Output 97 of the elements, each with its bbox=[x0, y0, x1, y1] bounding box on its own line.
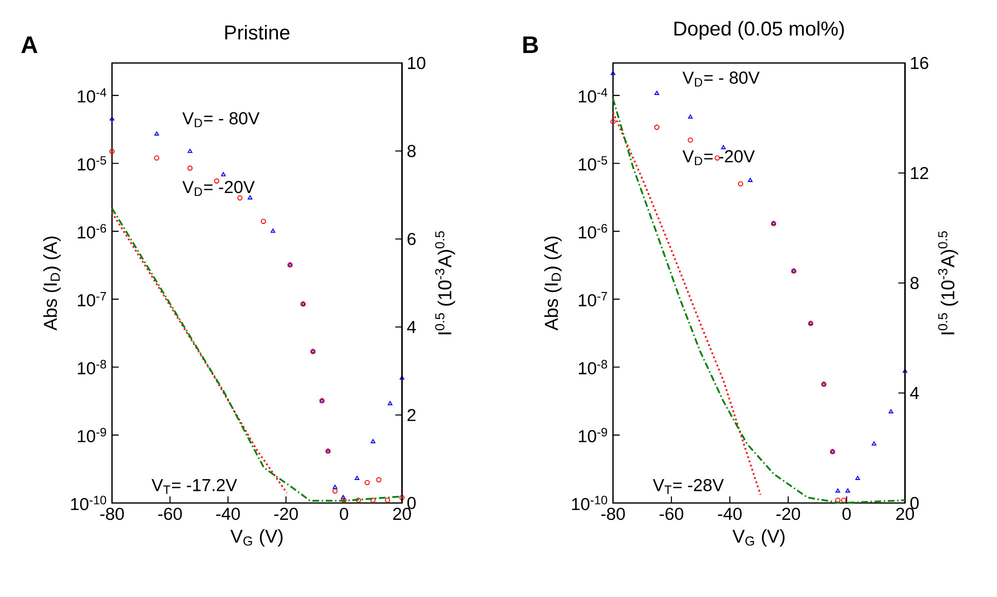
point bbox=[332, 484, 338, 489]
x-tick-label: 0 bbox=[340, 508, 348, 520]
point bbox=[332, 488, 338, 494]
y2-tick-label: 4 bbox=[910, 387, 919, 399]
point bbox=[370, 498, 376, 503]
point bbox=[188, 148, 192, 153]
y2-tick-label: 10 bbox=[408, 56, 426, 70]
y-tick-label: 10$^{-10}$ bbox=[71, 496, 106, 510]
point bbox=[610, 119, 616, 124]
y-axis-title: Abs (I$_{D}$) (A) bbox=[43, 236, 61, 331]
y-tick-label: 10$^{-5}$ bbox=[78, 156, 106, 171]
y-tick-label: 10$^{-9}$ bbox=[78, 428, 106, 442]
series-label: V$_{D}$= - 80V bbox=[682, 72, 760, 86]
point bbox=[845, 488, 850, 493]
point bbox=[654, 90, 660, 95]
y-tick-label: 10$^{-8}$ bbox=[578, 360, 608, 374]
annotation: V$_{T}$= -28V bbox=[652, 478, 724, 494]
point bbox=[888, 409, 894, 414]
y-tick-label: 10$^{-6}$ bbox=[578, 224, 608, 238]
annotation: V$_{T}$= -17.2V bbox=[152, 478, 238, 494]
x-axis-title: V$_{G}$ (V) bbox=[230, 529, 283, 547]
x-tick-label: -20 bbox=[274, 508, 298, 520]
point bbox=[214, 178, 220, 184]
x-tick-label: -80 bbox=[100, 508, 124, 520]
y2-tick-label: 0 bbox=[910, 496, 919, 510]
point bbox=[902, 368, 908, 373]
y2-axis-title: I$^{0.5}$ (10$^{-3}$A)$^{0.5}$ bbox=[435, 231, 456, 334]
y-tick-label: 10$^{-9}$ bbox=[578, 428, 608, 442]
x-tick-label: -40 bbox=[216, 508, 240, 520]
y-tick-label: 10$^{-8}$ bbox=[78, 360, 106, 374]
point bbox=[872, 441, 876, 446]
chart-title: Pristine bbox=[225, 24, 290, 40]
point bbox=[109, 148, 115, 154]
point bbox=[721, 145, 726, 150]
y-axis-title: Abs (I$_{D}$) (A) bbox=[544, 236, 562, 331]
x-tick-label: -20 bbox=[776, 508, 800, 520]
point bbox=[341, 498, 347, 503]
text: A bbox=[21, 36, 38, 53]
point bbox=[388, 401, 392, 406]
point bbox=[237, 195, 242, 201]
y2-tick-label: 6 bbox=[408, 232, 416, 246]
chart-title: Doped (0.05 mol%) bbox=[674, 20, 844, 40]
line-series bbox=[612, 112, 762, 496]
y2-tick-label: 4 bbox=[407, 321, 416, 333]
y2-axis-title: I$^{0.5}$ (10$^{-3}$A)$^{0.5}$ bbox=[938, 231, 958, 334]
series-label: V$_{D}$= -20V bbox=[182, 180, 255, 196]
y-tick-label: 10$^{-6}$ bbox=[78, 224, 106, 238]
point bbox=[376, 477, 382, 482]
x-tick-label: 20 bbox=[393, 508, 411, 520]
x-tick-label: -40 bbox=[718, 508, 742, 520]
y-tick-label: 10$^{-4}$ bbox=[578, 88, 608, 103]
point bbox=[364, 480, 370, 486]
y-tick-label: 10$^{-10}$ bbox=[572, 496, 608, 510]
x-axis-title: V$_{G}$ (V) bbox=[732, 529, 785, 547]
y-tick-label: 10$^{-4}$ bbox=[78, 88, 106, 103]
y2-tick-label: 8 bbox=[407, 144, 416, 158]
point bbox=[260, 218, 266, 224]
line-series bbox=[111, 212, 288, 494]
point bbox=[154, 131, 159, 136]
series-label: V$_{D}$= -20V bbox=[682, 150, 755, 166]
point bbox=[714, 155, 720, 161]
y-tick-label: 10$^{-5}$ bbox=[578, 156, 608, 171]
point bbox=[221, 172, 226, 176]
point bbox=[354, 476, 360, 480]
point bbox=[841, 498, 846, 503]
y2-tick-label: 12 bbox=[911, 166, 928, 180]
point bbox=[356, 498, 362, 503]
point bbox=[748, 178, 753, 182]
y2-tick-label: 16 bbox=[911, 56, 928, 70]
y2-tick-label: 0 bbox=[407, 496, 416, 510]
x-tick-label: -60 bbox=[660, 508, 684, 520]
point bbox=[248, 195, 252, 200]
y2-tick-label: 2 bbox=[408, 408, 416, 422]
point bbox=[187, 166, 193, 171]
text: B bbox=[523, 36, 538, 53]
point bbox=[855, 476, 860, 480]
point bbox=[370, 439, 376, 444]
point bbox=[340, 495, 346, 500]
x-tick-label: -80 bbox=[601, 508, 625, 520]
point bbox=[610, 70, 616, 76]
point bbox=[384, 498, 390, 503]
point bbox=[836, 488, 840, 493]
point bbox=[270, 228, 276, 233]
y-tick-label: 10$^{-7}$ bbox=[78, 292, 106, 306]
point bbox=[654, 124, 660, 130]
point bbox=[688, 137, 693, 143]
y2-tick-label: 8 bbox=[910, 276, 919, 290]
x-tick-label: 20 bbox=[896, 508, 914, 520]
point bbox=[110, 116, 114, 121]
x-tick-label: -60 bbox=[158, 508, 182, 520]
point bbox=[399, 495, 405, 500]
point bbox=[688, 114, 693, 119]
x-tick-label: 0 bbox=[842, 508, 851, 520]
point bbox=[738, 181, 744, 186]
y-tick-label: 10$^{-7}$ bbox=[578, 292, 608, 306]
series-label: V$_{D}$= - 80V bbox=[182, 112, 260, 128]
point bbox=[154, 155, 160, 161]
